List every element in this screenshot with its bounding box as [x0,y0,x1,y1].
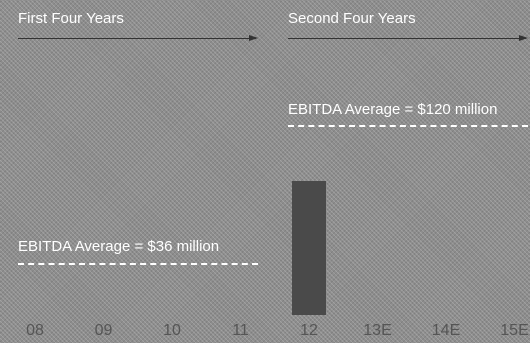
second-average-line [288,125,528,127]
bar-12 [292,181,326,315]
second-period-arrow [288,35,528,41]
x-tick-label: 13E [363,322,392,339]
x-tick-label: 12 [300,322,318,339]
x-tick-label: 10 [163,322,181,339]
first-average-label: EBITDA Average = $36 million [18,238,220,255]
second-period-label: Second Four Years [288,10,416,27]
x-tick-label: 11 [232,322,249,339]
first-period-arrow [18,35,258,41]
x-tick-label: 14E [431,322,461,339]
second-average-label: EBITDA Average = $120 million [288,101,498,118]
first-period-label: First Four Years [18,10,124,27]
x-tick-label: 15E [500,322,529,339]
x-tick-label: 08 [26,322,44,339]
x-tick-label: 09 [94,322,113,339]
first-average-line [18,263,258,265]
